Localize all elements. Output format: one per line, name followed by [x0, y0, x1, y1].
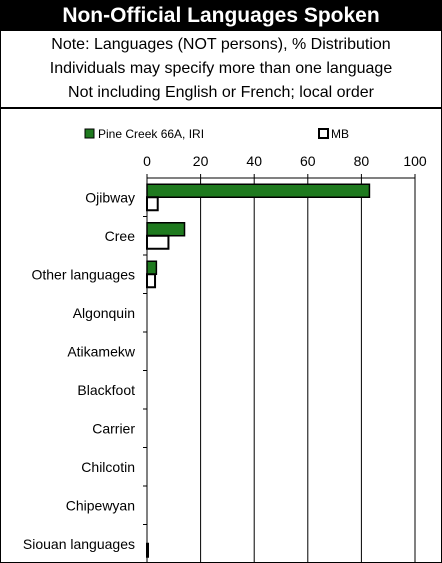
category-label-9: Siouan languages	[23, 536, 135, 552]
title-divider	[1, 107, 441, 109]
category-label-7: Chilcotin	[81, 459, 135, 475]
x-tick-label-4: 80	[354, 153, 370, 169]
category-label-1: Cree	[105, 228, 136, 244]
category-label-0: Ojibway	[85, 189, 135, 205]
note-line-1: Note: Languages (NOT persons), % Distrib…	[51, 36, 391, 53]
x-tick-label-5: 100	[403, 153, 427, 169]
bar-series-1-0	[146, 183, 371, 198]
x-tick-label-1: 20	[193, 153, 209, 169]
bar-chart: Pine Creek 66A, IRI MB 0 20 40 60 80 100 Ojibway…	[23, 127, 427, 562]
category-label-5: Blackfoot	[77, 382, 135, 398]
category-label-6: Carrier	[92, 420, 135, 436]
legend-swatch-series-1	[84, 128, 95, 139]
bar-series-2-2	[146, 273, 157, 289]
note-line-3: Not including English or French; local o…	[68, 84, 374, 101]
chart-notes: Note: Languages (NOT persons), % Distrib…	[1, 33, 441, 105]
x-tick-label-0: 0	[143, 153, 151, 169]
legend-label-series-2: MB	[331, 127, 349, 141]
legend-label-series-1: Pine Creek 66A, IRI	[98, 127, 204, 141]
x-tick-label-3: 60	[300, 153, 316, 169]
chart-title: Non-Official Languages Spoken	[1, 1, 441, 31]
bar-series-2-9	[146, 542, 149, 558]
bar-series-1-1	[146, 222, 186, 237]
category-label-2: Other languages	[31, 266, 135, 282]
category-label-3: Algonquin	[73, 305, 135, 321]
category-label-8: Chipewyan	[66, 497, 135, 513]
bar-series-2-0	[146, 196, 159, 212]
bar-series-1-2	[146, 260, 158, 275]
category-label-4: Atikamekw	[67, 343, 136, 359]
bar-series-2-1	[146, 234, 170, 250]
legend-swatch-series-2	[318, 128, 329, 139]
note-line-2: Individuals may specify more than one la…	[49, 60, 393, 77]
x-tick-label-2: 40	[246, 153, 262, 169]
